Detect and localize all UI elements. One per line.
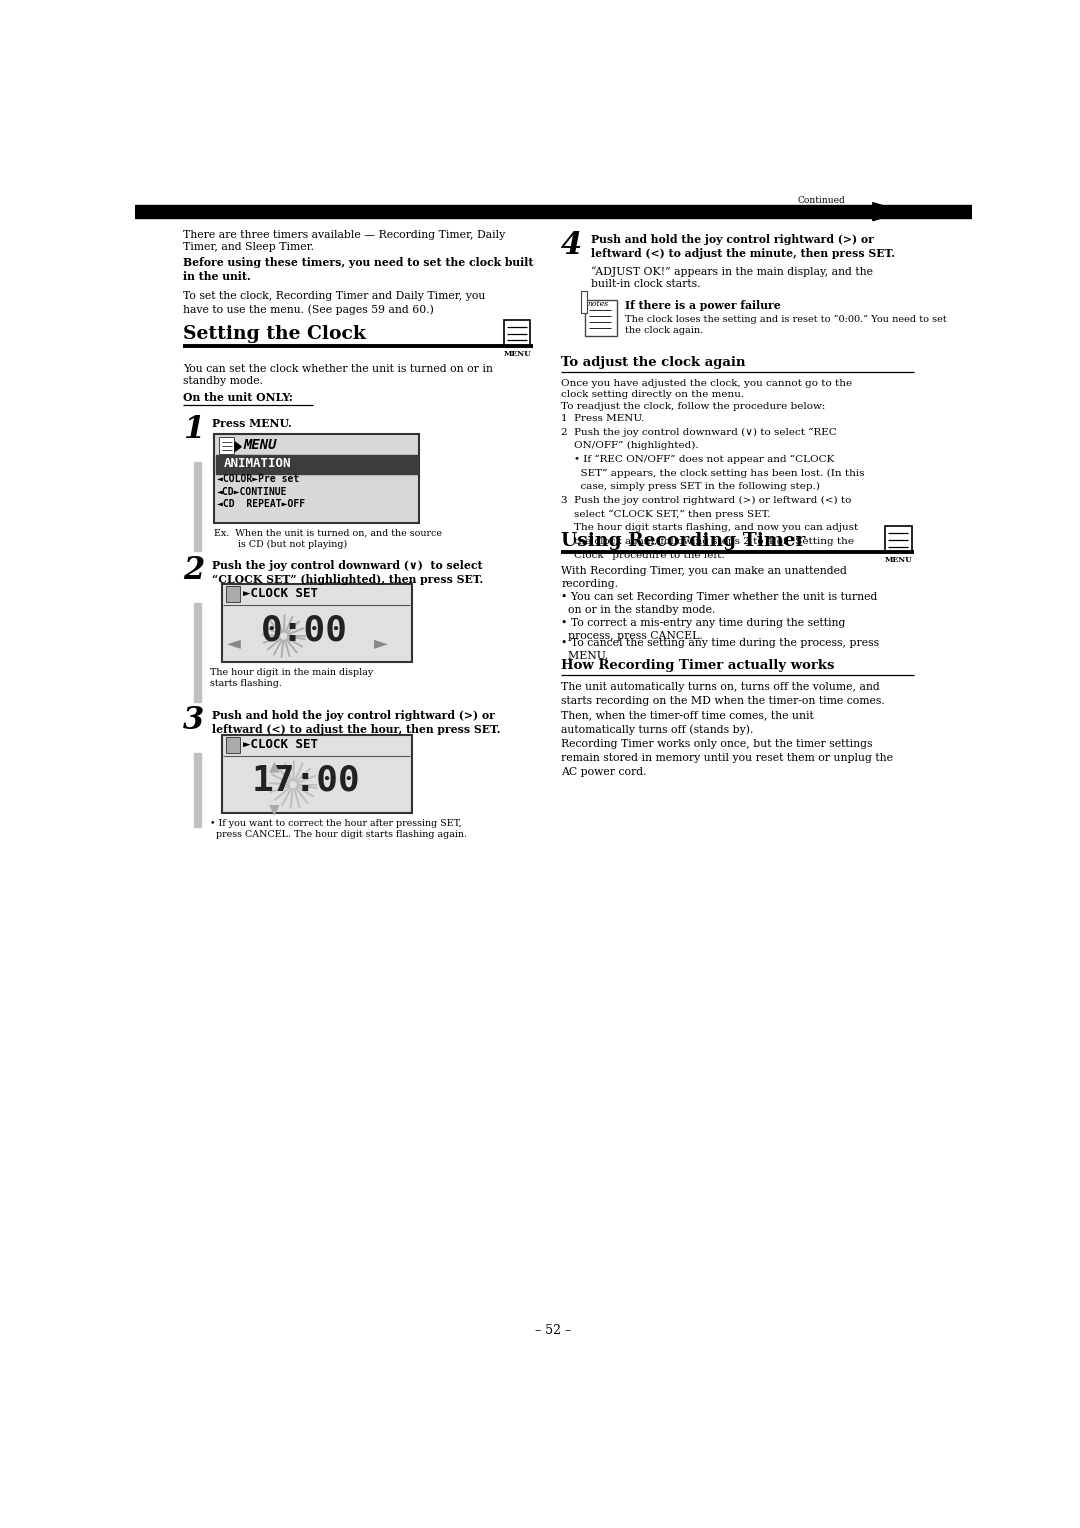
Polygon shape — [873, 203, 902, 220]
Text: ►CLOCK SET: ►CLOCK SET — [243, 738, 318, 750]
Text: Once you have adjusted the clock, you cannot go to the
clock setting directly on: Once you have adjusted the clock, you ca… — [562, 379, 852, 411]
Text: Push and hold the joy control rightward (>) or
leftward (<) to adjust the minute: Push and hold the joy control rightward … — [591, 234, 894, 260]
Text: MENU: MENU — [504, 350, 531, 358]
Text: There are three timers available — Recording Timer, Daily
Timer, and Sleep Timer: There are three timers available — Recor… — [183, 229, 505, 252]
Bar — [226, 736, 241, 753]
Text: 0:00: 0:00 — [260, 613, 348, 646]
Bar — [221, 735, 411, 813]
Text: ON/OFF” (highlighted).: ON/OFF” (highlighted). — [562, 442, 699, 451]
Polygon shape — [235, 442, 241, 451]
Text: Setting the Clock: Setting the Clock — [183, 325, 366, 344]
Text: Ex.  When the unit is turned on, and the source
        is CD (but not playing): Ex. When the unit is turned on, and the … — [214, 529, 442, 549]
Text: 2  Push the joy control downward (∨) to select “REC: 2 Push the joy control downward (∨) to s… — [562, 428, 837, 437]
Text: • You can set Recording Timer whether the unit is turned
  on or in the standby : • You can set Recording Timer whether th… — [562, 593, 878, 616]
Bar — [194, 461, 201, 552]
Bar — [886, 526, 912, 552]
Text: 4: 4 — [562, 229, 582, 261]
Text: With Recording Timer, you can make an unattended
recording.: With Recording Timer, you can make an un… — [562, 565, 847, 588]
Text: notes: notes — [588, 301, 609, 309]
Text: If there is a power failure: If there is a power failure — [625, 301, 781, 312]
Bar — [219, 437, 234, 454]
Bar — [226, 587, 241, 602]
Text: SET” appears, the clock setting has been lost. (In this: SET” appears, the clock setting has been… — [562, 469, 865, 478]
Text: Push and hold the joy control rightward (>) or
leftward (<) to adjust the hour, : Push and hold the joy control rightward … — [213, 711, 501, 735]
Text: • If “REC ON/OFF” does not appear and “CLOCK: • If “REC ON/OFF” does not appear and “C… — [562, 455, 835, 465]
Text: 1: 1 — [183, 414, 204, 445]
Text: 17:00: 17:00 — [252, 764, 360, 798]
Text: Press MENU.: Press MENU. — [213, 419, 293, 429]
Bar — [581, 292, 586, 313]
Text: To adjust the clock again: To adjust the clock again — [562, 356, 746, 368]
Text: – 52 –: – 52 – — [536, 1323, 571, 1337]
Text: select “CLOCK SET,” then press SET.: select “CLOCK SET,” then press SET. — [562, 509, 771, 520]
Text: ►CLOCK SET: ►CLOCK SET — [243, 587, 318, 601]
Text: “ADJUST OK!” appears in the main display, and the
built-in clock starts.: “ADJUST OK!” appears in the main display… — [591, 266, 873, 289]
Bar — [135, 205, 972, 219]
Text: How Recording Timer actually works: How Recording Timer actually works — [562, 659, 835, 672]
Text: Clock” procedure to the left.: Clock” procedure to the left. — [562, 550, 725, 559]
Text: ◄CD►CONTINUE: ◄CD►CONTINUE — [217, 487, 287, 497]
Text: The clock loses the setting and is reset to “0:00.” You need to set
the clock ag: The clock loses the setting and is reset… — [625, 315, 946, 335]
Bar — [194, 604, 201, 703]
Text: Using Recording Timer: Using Recording Timer — [562, 532, 806, 550]
Text: 1  Press MENU.: 1 Press MENU. — [562, 414, 645, 423]
Text: Push the joy control downward (∨)  to select
“CLOCK SET” (highlighted), then pre: Push the joy control downward (∨) to sel… — [213, 559, 484, 585]
Text: MENU: MENU — [886, 556, 913, 564]
Text: ANIMATION: ANIMATION — [224, 457, 291, 469]
Text: 3  Push the joy control rightward (>) or leftward (<) to: 3 Push the joy control rightward (>) or … — [562, 495, 852, 504]
Bar — [221, 584, 411, 662]
Bar — [584, 301, 617, 336]
Text: On the unit ONLY:: On the unit ONLY: — [183, 393, 293, 403]
Text: MENU: MENU — [243, 439, 276, 452]
Bar — [504, 319, 530, 345]
Text: The hour digit starts flashing, and now you can adjust: The hour digit starts flashing, and now … — [562, 523, 859, 532]
Text: • To cancel the setting any time during the process, press
  MENU.: • To cancel the setting any time during … — [562, 639, 879, 662]
Text: ◄COLOR►Pre set: ◄COLOR►Pre set — [217, 474, 299, 484]
Text: The hour digit in the main display
starts flashing.: The hour digit in the main display start… — [211, 668, 374, 688]
Text: You can set the clock whether the unit is turned on or in
standby mode.: You can set the clock whether the unit i… — [183, 364, 492, 387]
Text: ▼: ▼ — [269, 802, 280, 816]
Text: The unit automatically turns on, turns off the volume, and
starts recording on t: The unit automatically turns on, turns o… — [562, 683, 893, 778]
Text: ◄: ◄ — [227, 634, 241, 652]
Text: Before using these timers, you need to set the clock built
in the unit.: Before using these timers, you need to s… — [183, 257, 534, 283]
Bar — [194, 753, 201, 827]
Text: 3: 3 — [183, 706, 204, 736]
Text: To set the clock, Recording Timer and Daily Timer, you
have to use the menu. (Se: To set the clock, Recording Timer and Da… — [183, 292, 485, 315]
Bar — [214, 434, 419, 523]
Text: case, simply press SET in the following step.): case, simply press SET in the following … — [562, 483, 820, 490]
Text: the clock again, following steps 2 to 4 of “Setting the: the clock again, following steps 2 to 4 … — [562, 536, 854, 547]
Text: ►: ► — [374, 634, 388, 652]
Text: ◄CD  REPEAT►OFF: ◄CD REPEAT►OFF — [217, 500, 306, 509]
Text: • To correct a mis-entry any time during the setting
  process, press CANCEL.: • To correct a mis-entry any time during… — [562, 619, 846, 642]
Text: Continued: Continued — [798, 196, 846, 205]
Text: 2: 2 — [183, 555, 204, 587]
Text: • If you want to correct the hour after pressing SET,
  press CANCEL. The hour d: • If you want to correct the hour after … — [211, 819, 468, 839]
Bar — [216, 455, 418, 474]
Text: ▲: ▲ — [269, 759, 280, 773]
